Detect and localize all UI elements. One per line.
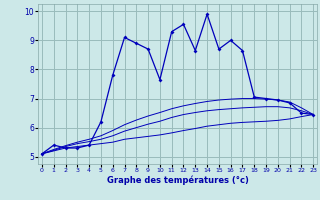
X-axis label: Graphe des températures (°c): Graphe des températures (°c) (107, 176, 249, 185)
